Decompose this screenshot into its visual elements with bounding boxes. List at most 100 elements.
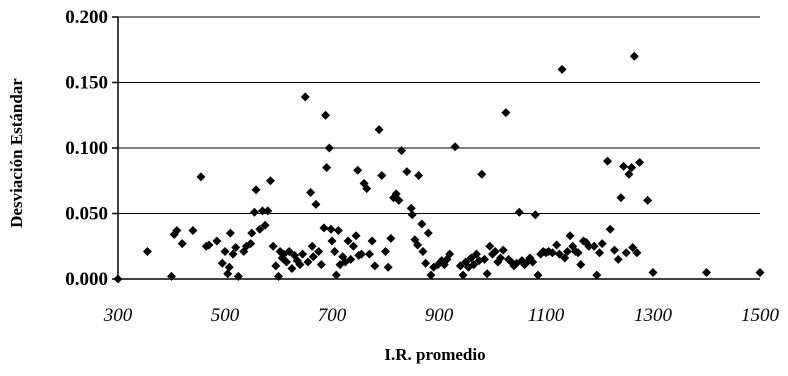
data-point <box>501 108 511 118</box>
data-point <box>629 51 639 61</box>
data-point <box>469 260 479 270</box>
data-point <box>271 261 281 271</box>
data-point <box>113 274 123 284</box>
data-point <box>386 233 396 243</box>
data-point <box>251 185 261 195</box>
data-point <box>609 245 619 255</box>
data-point <box>621 248 631 258</box>
data-point <box>643 195 653 205</box>
data-point <box>246 239 256 249</box>
x-tick-label: 300 <box>103 305 133 326</box>
y-tick-label: 0.200 <box>65 7 108 28</box>
x-tick-label: 700 <box>318 305 347 326</box>
data-point <box>331 270 341 280</box>
data-point <box>362 184 372 194</box>
data-point <box>635 157 645 167</box>
data-point <box>284 246 294 256</box>
data-point <box>426 270 436 280</box>
data-point <box>374 125 384 135</box>
x-tick-label: 500 <box>211 305 240 326</box>
data-point <box>217 258 227 268</box>
data-point <box>418 246 428 256</box>
data-point <box>298 249 308 259</box>
y-axis-title: Desviación Estándar <box>7 78 26 228</box>
y-tick-label: 0.150 <box>65 73 108 94</box>
data-point <box>603 156 613 166</box>
gridlines <box>118 16 760 214</box>
data-point <box>324 143 334 153</box>
data-point <box>300 92 310 102</box>
data-point <box>212 236 222 246</box>
data-point <box>295 260 305 270</box>
data-point <box>485 241 495 251</box>
data-point <box>560 253 570 263</box>
data-point <box>533 270 543 280</box>
data-point <box>346 254 356 264</box>
data-point <box>616 193 626 203</box>
data-point <box>330 246 340 256</box>
y-tick-label: 0.000 <box>65 269 108 290</box>
data-point <box>648 267 658 277</box>
data-point <box>514 207 524 217</box>
data-point <box>255 224 265 234</box>
data-point <box>383 262 393 272</box>
data-point <box>224 262 234 272</box>
data-point <box>274 271 283 281</box>
data-point <box>592 270 602 280</box>
data-point <box>402 167 412 177</box>
x-tick-labels: 300 500 700 900 1100 1300 1500 <box>103 305 780 326</box>
data-point <box>204 240 214 250</box>
data-point <box>188 226 198 236</box>
data-point <box>445 249 455 259</box>
data-point <box>257 206 267 216</box>
data-point <box>247 228 257 238</box>
data-point <box>455 261 465 271</box>
data-point <box>196 172 206 182</box>
data-point <box>394 195 404 205</box>
data-point <box>471 249 481 259</box>
data-point <box>391 189 401 199</box>
data-point <box>627 163 637 173</box>
data-point <box>290 250 300 260</box>
data-point <box>167 271 176 281</box>
data-point <box>530 210 540 220</box>
x-tick-label: 900 <box>425 305 454 326</box>
data-point <box>397 146 407 156</box>
data-point <box>231 243 241 253</box>
data-point <box>233 271 243 281</box>
data-point <box>482 269 492 279</box>
data-point <box>423 228 433 238</box>
data-point <box>490 246 500 256</box>
data-point <box>554 249 564 259</box>
data-point <box>552 240 562 250</box>
data-point <box>619 161 629 171</box>
data-point <box>573 248 583 258</box>
data-point <box>458 270 468 280</box>
data-point <box>260 220 270 230</box>
data-point <box>377 171 387 181</box>
data-points <box>113 51 765 284</box>
data-point <box>414 171 424 181</box>
y-tick-label: 0.100 <box>65 138 108 159</box>
data-point <box>381 246 390 256</box>
data-point <box>265 176 275 186</box>
data-point <box>576 260 586 270</box>
data-point <box>322 163 332 173</box>
data-point <box>282 257 292 267</box>
data-point <box>479 254 489 264</box>
data-point <box>311 199 321 209</box>
data-point <box>308 252 318 262</box>
data-point <box>477 169 487 179</box>
data-point <box>595 248 604 258</box>
data-point <box>605 224 615 234</box>
data-point <box>223 269 233 279</box>
data-point <box>356 249 366 259</box>
data-point <box>268 241 278 251</box>
data-point <box>597 239 607 249</box>
data-point <box>287 264 297 274</box>
data-point <box>702 267 711 277</box>
data-point <box>589 241 599 251</box>
data-point <box>220 246 230 256</box>
